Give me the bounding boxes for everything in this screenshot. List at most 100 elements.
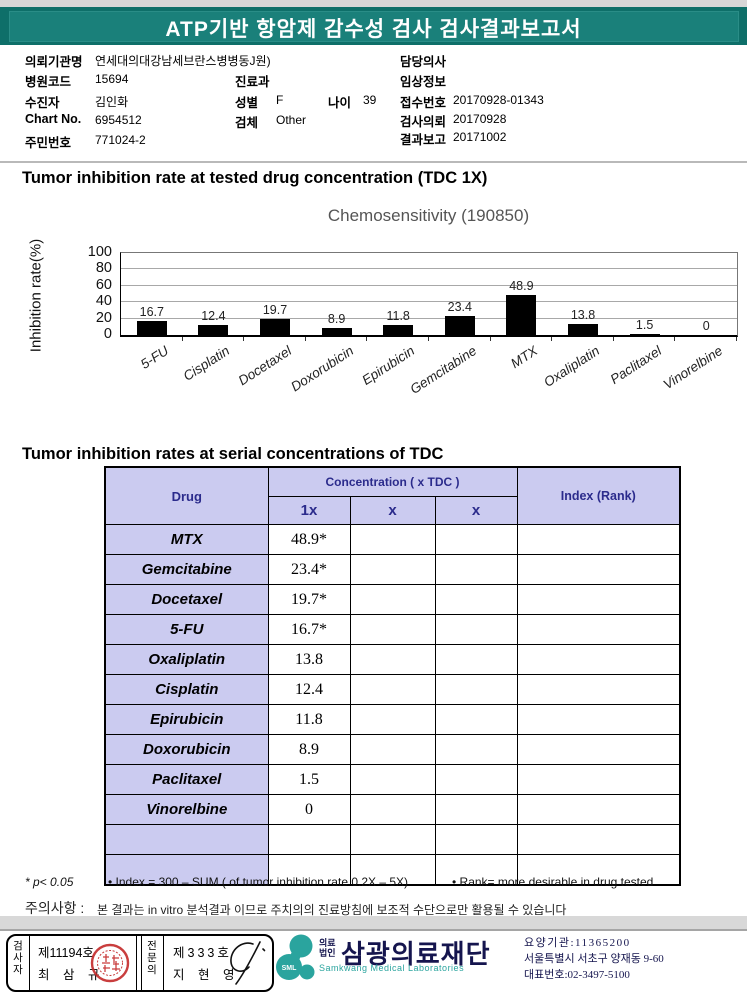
table-row: Doxorubicin 8.9 (104, 734, 681, 765)
value-x-cell (434, 584, 518, 615)
y-tick-label: 80 (95, 260, 112, 277)
x-tick (736, 337, 737, 341)
y-tick-label: 0 (103, 326, 112, 342)
org-type-label: 의료 법인 (319, 938, 336, 959)
table-row (104, 854, 681, 886)
field-label: Chart No. (25, 112, 82, 126)
col-subheader: x (349, 496, 436, 525)
value-1x-cell: 12.4 (267, 674, 351, 705)
table-row: Gemcitabine 23.4* (104, 554, 681, 585)
x-tick (551, 337, 553, 341)
table-row: Epirubicin 11.8 (104, 704, 681, 735)
value-x-cell (434, 554, 518, 585)
value-x-cell (349, 794, 436, 825)
footer-info-line: 대표번호:02-3497-5100 (524, 969, 630, 981)
table-row (104, 824, 681, 855)
field-label: 임상정보 (400, 75, 447, 89)
field-label: 의뢰기관명 (25, 55, 83, 69)
field-value: 15694 (95, 72, 129, 86)
field-label: 성별 (235, 96, 259, 110)
examiner-cert-no: 제11194호 (38, 946, 94, 960)
field-label: 접수번호 (400, 96, 447, 110)
table-row: 5-FU 16.7* (104, 614, 681, 645)
field-value: 20170928 (453, 112, 507, 126)
value-x-cell (349, 584, 436, 615)
chemosensitivity-chart: Chemosensitivity (190850) Inhibition rat… (0, 195, 747, 440)
concentration-subheader-row: 1x x x (105, 496, 680, 525)
value-x-cell (349, 734, 436, 765)
value-x-cell (434, 734, 518, 765)
index-rank-cell (516, 554, 681, 585)
field-label: 검체 (235, 116, 259, 130)
bar-value-label: 0 (702, 319, 710, 333)
value-1x-cell: 11.8 (267, 704, 351, 735)
gridline (121, 301, 737, 303)
x-tick (612, 337, 614, 341)
y-axis-label: Inhibition rate(%) (27, 238, 45, 353)
x-tick (243, 337, 245, 341)
drug-name-cell: Gemcitabine (104, 554, 269, 585)
field-value: 김인화 (95, 95, 129, 109)
stamp-box-line (29, 936, 30, 990)
report-header-bar (0, 7, 747, 45)
bar-value-label: 13.8 (570, 307, 596, 322)
bar-value-label: 48.9 (509, 278, 534, 293)
value-1x-cell: 8.9 (267, 734, 351, 765)
drug-name-cell: Docetaxel (104, 584, 269, 615)
field-value: Other (276, 113, 307, 127)
col-header-index: Index (Rank) (516, 466, 681, 525)
value-1x-cell: 1.5 (267, 764, 351, 795)
value-x-cell (434, 614, 518, 645)
field-value: 771024-2 (95, 133, 146, 147)
notice-label: 주의사항 : (25, 900, 85, 916)
bar (568, 323, 598, 335)
value-x-cell (349, 704, 436, 735)
col-header-drug: Drug (104, 466, 269, 525)
footer-info-line: 요양기관:11365200 (524, 937, 631, 949)
header-inner-panel (9, 11, 739, 42)
org-name-english: Samkwang Medical Laboratories (319, 963, 465, 973)
index-rank-cell (516, 674, 681, 705)
value-x-cell (434, 674, 518, 705)
top-strip (0, 0, 747, 7)
x-tick (428, 337, 429, 341)
drug-name-cell (104, 854, 269, 886)
value-x-cell (434, 854, 518, 886)
field-label: 병원코드 (25, 75, 72, 89)
value-x-cell (434, 704, 518, 735)
stamp-box-line (141, 936, 142, 990)
x-tick (366, 337, 368, 341)
drug-name-cell: MTX (104, 524, 269, 555)
value-x-cell (434, 764, 518, 795)
bar-value-label: 23.4 (447, 299, 472, 314)
gridline (121, 317, 737, 319)
footnote-index-formula: • Index = 300 – SUM ( of tumor inhibitio… (108, 875, 409, 889)
examiner-role-label: 검사자 (13, 940, 23, 977)
footnote-pvalue: * p< 0.05 (25, 875, 74, 889)
table-row: Cisplatin 12.4 (104, 674, 681, 705)
chart-title: Chemosensitivity (190850) (327, 206, 530, 225)
field-label: 나이 (328, 96, 352, 110)
table-row: Paclitaxel 1.5 (104, 764, 681, 795)
value-x-cell (349, 854, 436, 886)
table-row: MTX 48.9* (104, 524, 681, 555)
gridline (121, 284, 737, 286)
footer-divider (0, 916, 747, 931)
stamp-box-line (163, 936, 164, 990)
index-rank-cell (516, 854, 681, 886)
value-x-cell (349, 524, 436, 555)
index-rank-cell (516, 704, 681, 735)
value-x-cell (349, 824, 436, 855)
bar-value-label: 11.8 (386, 309, 410, 324)
drug-name-cell: Cisplatin (104, 674, 269, 705)
value-x-cell (349, 644, 436, 675)
drug-name-cell: Epirubicin (104, 704, 269, 735)
section-divider (0, 161, 747, 163)
bar-value-label: 12.4 (201, 308, 226, 323)
field-value: 39 (363, 93, 377, 107)
value-1x-cell: 23.4* (267, 554, 351, 585)
value-1x-cell (267, 854, 351, 886)
x-tick (181, 337, 183, 341)
value-1x-cell: 48.9* (267, 524, 351, 555)
serial-concentration-table: Drug Concentration ( x TDC ) Index (Rank… (104, 466, 681, 886)
